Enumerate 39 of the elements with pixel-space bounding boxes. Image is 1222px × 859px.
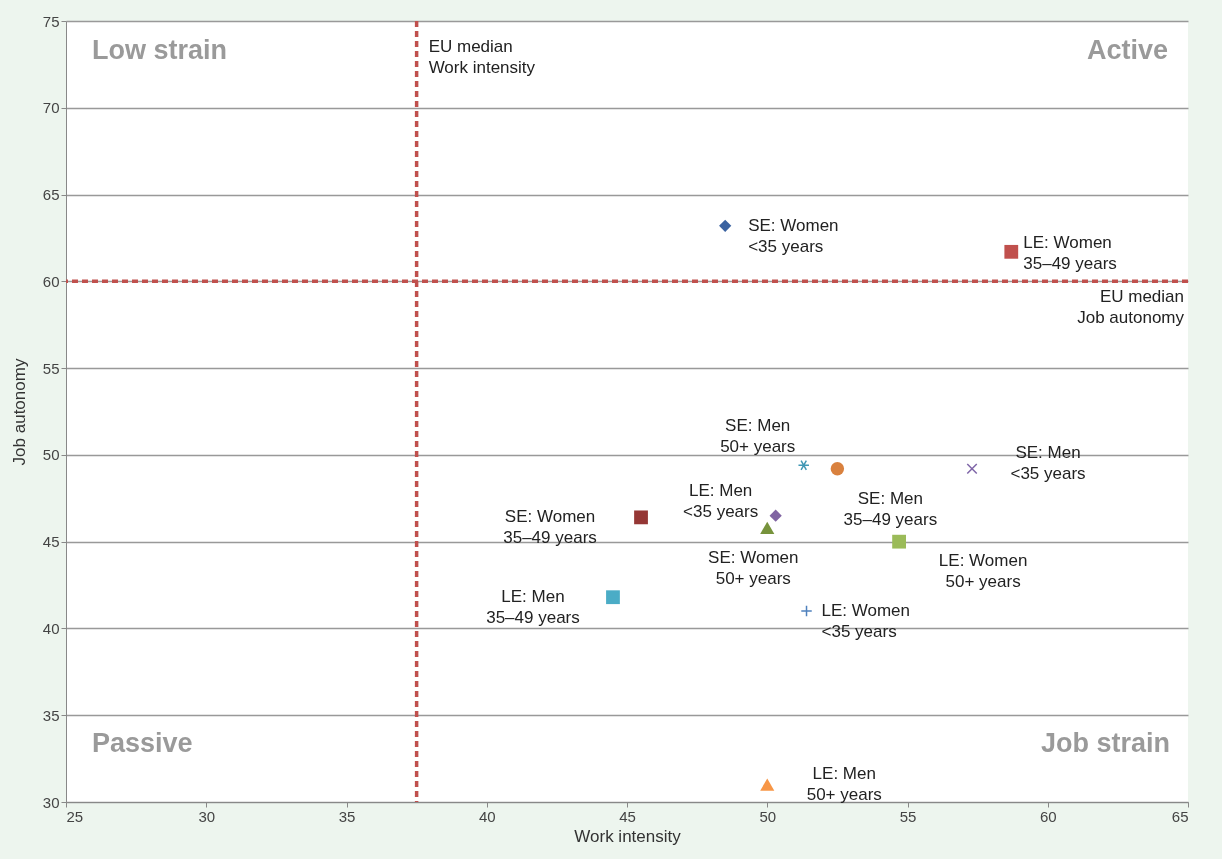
annotation: Active	[1086, 35, 1168, 65]
series-label: SE: Men 50+ years	[720, 416, 796, 457]
annotation: Job strain	[1040, 728, 1170, 758]
x-tick-label: 25	[66, 807, 84, 825]
x-tick-label: 60	[1039, 807, 1057, 825]
y-tick-label: 60	[42, 272, 60, 290]
x-tick-label: 40	[478, 807, 496, 825]
series-label: SE: Men 35–49 years	[843, 488, 938, 529]
series-label: SE: Men <35 years	[1010, 442, 1086, 483]
x-tick-label: 50	[759, 807, 777, 825]
x-tick-label: 55	[899, 807, 917, 825]
series-label: LE: Men 35–49 years	[486, 587, 580, 628]
ref-line-label: EU median Work intensity	[428, 37, 536, 77]
annotation: Passive	[92, 728, 193, 758]
x-tick-label: 30	[198, 807, 216, 825]
x-tick-label: 35	[338, 807, 356, 825]
text: SE: Women 35–49 years	[503, 507, 597, 548]
series-label: LE: Women 50+ years	[938, 550, 1028, 591]
y-tick-label: 45	[42, 533, 60, 551]
y-tick-label: 40	[42, 619, 60, 637]
series-label: SE: Women <35 years	[748, 215, 839, 256]
series-label: LE: Men 50+ years	[806, 763, 882, 804]
ref-line-label: EU median Job autonomy	[1077, 287, 1185, 328]
y-tick-label: 55	[42, 359, 60, 377]
y-tick-label: 50	[42, 446, 60, 464]
annotation: Low strain	[92, 35, 228, 65]
series-label: LE: Women <35 years	[821, 601, 911, 642]
y-tick-label: 35	[42, 706, 60, 724]
y-tick-label: 70	[42, 99, 60, 117]
y-tick-label: 30	[42, 793, 60, 811]
x-tick-label: 65	[1171, 807, 1189, 825]
series-label: LE: Men <35 years	[683, 480, 759, 521]
series-label: SE: Women 50+ years	[708, 547, 799, 588]
x-axis-title: Work intensity	[574, 826, 682, 846]
y-tick-label: 65	[42, 186, 60, 204]
y-axis-title: Job autonomy	[9, 358, 29, 466]
y-tick-label: 75	[42, 12, 60, 30]
series-label: LE: Women 35–49 years	[1023, 232, 1117, 273]
x-tick-label: 45	[619, 807, 636, 825]
